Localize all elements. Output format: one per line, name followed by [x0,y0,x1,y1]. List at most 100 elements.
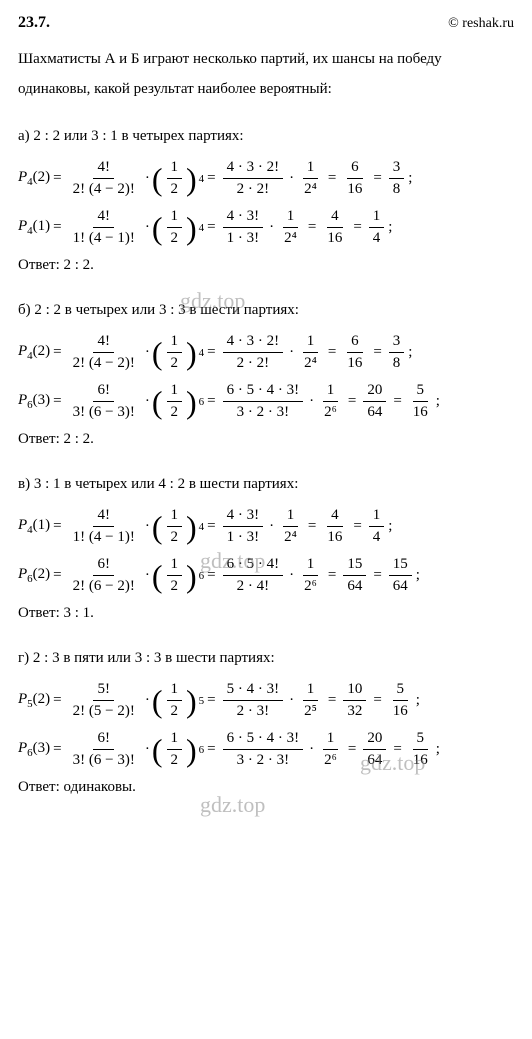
paren: (12)4 [152,159,204,198]
equals: = [353,219,361,236]
frac: 12⁶ [300,556,321,595]
frac: 12⁶ [320,730,341,769]
num: 6 · 5 · 4 · 3! [223,382,303,402]
equals: = [328,344,336,361]
den: 32 [343,701,366,720]
den: 2 · 3! [233,701,274,720]
num: 1 [167,208,183,228]
den: 2⁶ [300,576,321,595]
dot: · [145,344,150,361]
semicolon: ; [436,741,440,758]
den: 64 [343,576,366,595]
rparen: ) [186,685,197,717]
frac: 12 [167,681,183,720]
num: 5 [393,681,409,701]
rparen: ) [186,163,197,195]
exp: 6 [199,396,205,408]
part-a: а) 2 : 2 или 3 : 1 в четырех партиях: P4… [18,128,514,274]
den: 2 [167,353,183,372]
frac: 1564 [343,556,366,595]
equals: = [328,692,336,709]
den: 2⁶ [320,402,341,421]
frac: 12 [167,333,183,372]
den: 4 [369,228,385,247]
frac: 5 · 4 · 3!2 · 3! [223,681,284,720]
equals: = [328,170,336,187]
exp: 6 [199,744,205,756]
equals: = [207,741,215,758]
frac: 4!1! (4 − 1)! [69,208,139,247]
lhs: P6(2) [18,566,50,585]
frac: 416 [323,208,346,247]
frac: 12 [167,556,183,595]
num: 4! [93,159,114,179]
den: 2 [167,402,183,421]
frac: 12⁴ [300,333,321,372]
den: 16 [343,353,366,372]
num: 1 [167,507,183,527]
num: 4! [93,333,114,353]
den: 2⁶ [320,750,341,769]
frac: 4 · 3 · 2!2 · 2! [223,159,284,198]
answer-b: Ответ: 2 : 2. [18,431,514,448]
dot: · [309,393,314,410]
frac: 12⁶ [320,382,341,421]
answer-d: Ответ: одинаковы. [18,779,514,796]
num: 1 [167,159,183,179]
frac: 4!2! (4 − 2)! [69,333,139,372]
equals: = [207,219,215,236]
frac: 2064 [363,382,386,421]
lparen: ( [152,337,163,369]
dot: · [145,741,150,758]
frac: 12⁴ [280,208,301,247]
num: 4 [327,507,343,527]
equals: = [373,567,381,584]
lparen: ( [152,386,163,418]
frac: 12 [167,159,183,198]
num: 20 [363,730,386,750]
arg: (3) [33,740,51,756]
equals: = [53,170,61,187]
exp: 4 [199,347,205,359]
arg: (2) [33,169,51,185]
dot: · [269,518,274,535]
lparen: ( [152,163,163,195]
page: 23.7. © reshak.ru Шахматисты А и Б играю… [0,0,532,838]
frac: 6 · 5 · 4 · 3!3 · 2 · 3! [223,730,303,769]
dot: · [289,567,294,584]
lhs: P4(2) [18,169,50,188]
part-b: б) 2 : 2 в четырех или 3 : 3 в шести пар… [18,302,514,448]
dot: · [145,567,150,584]
equals: = [53,219,61,236]
den: 16 [323,527,346,546]
rparen: ) [186,734,197,766]
num: 20 [363,382,386,402]
equals: = [207,567,215,584]
equals: = [53,518,61,535]
frac: 12⁴ [300,159,321,198]
frac: 6!2! (6 − 2)! [69,556,139,595]
den: 2 [167,576,183,595]
den: 16 [343,179,366,198]
num: 6 [347,159,363,179]
equals: = [207,692,215,709]
lparen: ( [152,511,163,543]
equals: = [308,518,316,535]
num: 1 [323,730,339,750]
den: 8 [389,179,405,198]
num: 6 · 5 · 4! [223,556,284,576]
equals: = [53,567,61,584]
equals: = [53,692,61,709]
den: 16 [323,228,346,247]
num: 6! [93,382,114,402]
frac: 4!1! (4 − 1)! [69,507,139,546]
paren: (12)5 [152,681,204,720]
semicolon: ; [388,219,392,236]
num: 10 [343,681,366,701]
num: 5 · 4 · 3! [223,681,284,701]
lhs: P4(1) [18,218,50,237]
arg: (2) [33,343,51,359]
num: 1 [167,730,183,750]
num: 1 [323,382,339,402]
num: 4 · 3! [223,507,264,527]
